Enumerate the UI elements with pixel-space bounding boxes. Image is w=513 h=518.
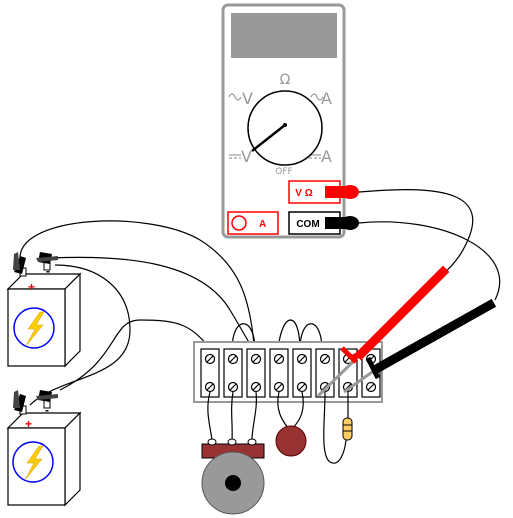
jack-a-label: A — [259, 219, 266, 230]
component-leads — [207, 391, 349, 464]
ac-wave-icon — [310, 93, 324, 101]
multimeter: Ω V A V A OFF V Ω — [221, 3, 346, 239]
battery-bottom-plus: + — [25, 417, 32, 431]
dial-ac-amp-label: A — [321, 89, 332, 108]
black-lead-plug — [325, 216, 359, 230]
resistor — [342, 417, 353, 441]
dial-dc-volt-label: V — [241, 147, 252, 166]
selector-pointer — [251, 124, 286, 152]
jack-v-ohm-label: V Ω — [295, 188, 312, 199]
lightning-icon — [24, 445, 44, 481]
alligator-clip — [13, 390, 26, 412]
red-probe[interactable] — [340, 265, 450, 364]
dial-ac-volt: V — [228, 89, 253, 108]
red-lead-plug — [325, 185, 359, 199]
battery-bottom-minus: - — [45, 403, 49, 417]
dial-ohm-label: Ω — [280, 72, 291, 88]
alligator-clip — [36, 252, 58, 264]
dial-ac-volt-label: V — [242, 89, 253, 108]
terminal-strip — [193, 341, 383, 403]
black-probe[interactable] — [365, 298, 497, 380]
meter-display — [231, 13, 337, 58]
battery-top-plus: + — [28, 280, 35, 294]
screw-slots — [206, 355, 375, 391]
capacitor — [275, 425, 307, 457]
battery-top-minus: - — [46, 264, 50, 278]
jack-a-socket — [231, 215, 247, 231]
jack-com-label: COM — [296, 219, 319, 230]
dial-ac-amp: A — [310, 89, 332, 108]
dial-dc-amp-label: A — [321, 147, 332, 166]
dial-off-label: OFF — [275, 167, 292, 177]
speaker — [201, 438, 265, 515]
black-probe-tip — [343, 368, 376, 394]
alligator-clip — [13, 252, 26, 274]
alligator-clip — [36, 390, 58, 402]
lightning-icon — [25, 311, 45, 347]
ac-wave-icon — [228, 93, 242, 101]
wires — [19, 189, 501, 406]
battery-top: + - — [6, 261, 82, 368]
battery-bottom: + - — [6, 399, 82, 507]
selector-knob[interactable] — [247, 90, 323, 166]
dial-dc-volt: V — [229, 147, 252, 166]
